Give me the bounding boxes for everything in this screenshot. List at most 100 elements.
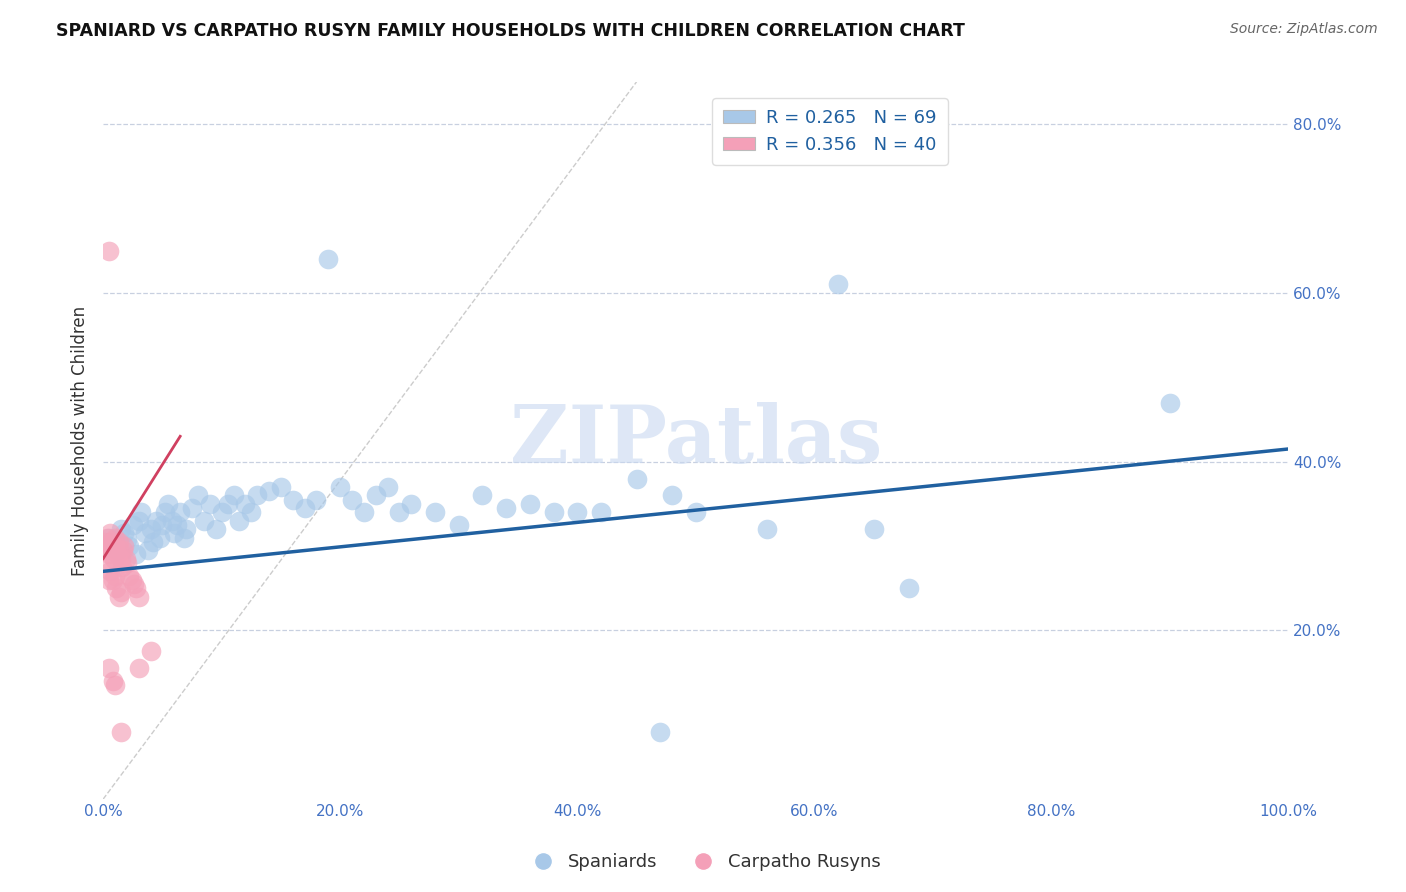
Point (96, 531, 118, 545)
Point (98, 573, 121, 587)
Point (107, 590, 129, 604)
Point (222, 488, 245, 502)
Point (827, 277, 849, 292)
Point (121, 573, 143, 587)
Point (898, 581, 921, 595)
Point (114, 526, 136, 541)
Point (111, 560, 134, 574)
Point (650, 724, 672, 739)
Text: ZIPatlas: ZIPatlas (509, 401, 882, 480)
Text: Source: ZipAtlas.com: Source: ZipAtlas.com (1230, 22, 1378, 37)
Point (104, 678, 127, 692)
Point (589, 505, 612, 519)
Point (685, 505, 707, 519)
Point (118, 568, 141, 582)
Point (110, 522, 132, 536)
Point (97, 539, 120, 553)
Point (246, 488, 269, 502)
Point (160, 514, 183, 528)
Point (128, 514, 150, 528)
Point (862, 522, 884, 536)
Point (115, 556, 138, 570)
Point (755, 522, 778, 536)
Point (543, 505, 565, 519)
Point (281, 492, 304, 507)
Point (103, 551, 125, 566)
Point (93, 534, 115, 549)
Point (471, 488, 494, 502)
Point (101, 573, 124, 587)
Point (114, 551, 136, 566)
Point (567, 505, 589, 519)
Point (105, 543, 128, 558)
Point (94, 543, 117, 558)
Point (121, 517, 143, 532)
Point (294, 501, 316, 516)
Point (240, 505, 263, 519)
Point (104, 539, 127, 553)
Point (149, 531, 172, 545)
Text: SPANIARD VS CARPATHO RUSYN FAMILY HOUSEHOLDS WITH CHILDREN CORRELATION CHART: SPANIARD VS CARPATHO RUSYN FAMILY HOUSEH… (56, 22, 965, 40)
Point (423, 505, 446, 519)
Point (136, 543, 159, 558)
Point (228, 514, 250, 528)
Point (163, 526, 186, 541)
Point (105, 548, 128, 562)
Point (101, 673, 124, 688)
Point (104, 531, 127, 545)
Point (211, 505, 233, 519)
Point (105, 581, 128, 595)
Point (101, 534, 124, 549)
Point (125, 548, 148, 562)
Point (447, 517, 470, 532)
Point (122, 577, 145, 591)
Point (166, 517, 188, 532)
Point (98, 661, 121, 675)
Point (305, 492, 328, 507)
Point (101, 543, 124, 558)
Point (198, 497, 221, 511)
Point (98, 548, 121, 562)
Point (626, 471, 648, 485)
Point (169, 505, 191, 519)
Point (118, 539, 141, 553)
Point (377, 480, 399, 494)
Point (142, 534, 165, 549)
Point (115, 533, 138, 547)
Point (98, 564, 121, 578)
Point (134, 526, 156, 541)
Point (173, 531, 195, 545)
Point (128, 590, 150, 604)
Point (129, 505, 152, 519)
Point (128, 661, 150, 675)
Point (112, 543, 135, 558)
Point (157, 497, 180, 511)
Point (318, 252, 340, 266)
Point (153, 505, 176, 519)
Point (187, 488, 209, 502)
Point (125, 581, 148, 595)
Point (110, 585, 132, 599)
Point (139, 644, 162, 658)
Point (108, 543, 131, 558)
Point (145, 514, 167, 528)
Point (495, 501, 517, 516)
Point (110, 551, 132, 566)
Point (104, 539, 127, 553)
Point (98, 531, 121, 545)
Point (193, 514, 215, 528)
Point (98, 244, 121, 258)
Point (98, 526, 121, 541)
Point (1159, 395, 1181, 409)
Point (104, 568, 127, 582)
Point (235, 497, 257, 511)
Point (270, 480, 292, 494)
Point (110, 724, 132, 739)
Point (388, 505, 411, 519)
Point (174, 522, 197, 536)
Point (100, 556, 122, 570)
Point (401, 497, 423, 511)
Point (204, 522, 226, 536)
Y-axis label: Family Households with Children: Family Households with Children (72, 305, 89, 575)
Point (340, 492, 363, 507)
